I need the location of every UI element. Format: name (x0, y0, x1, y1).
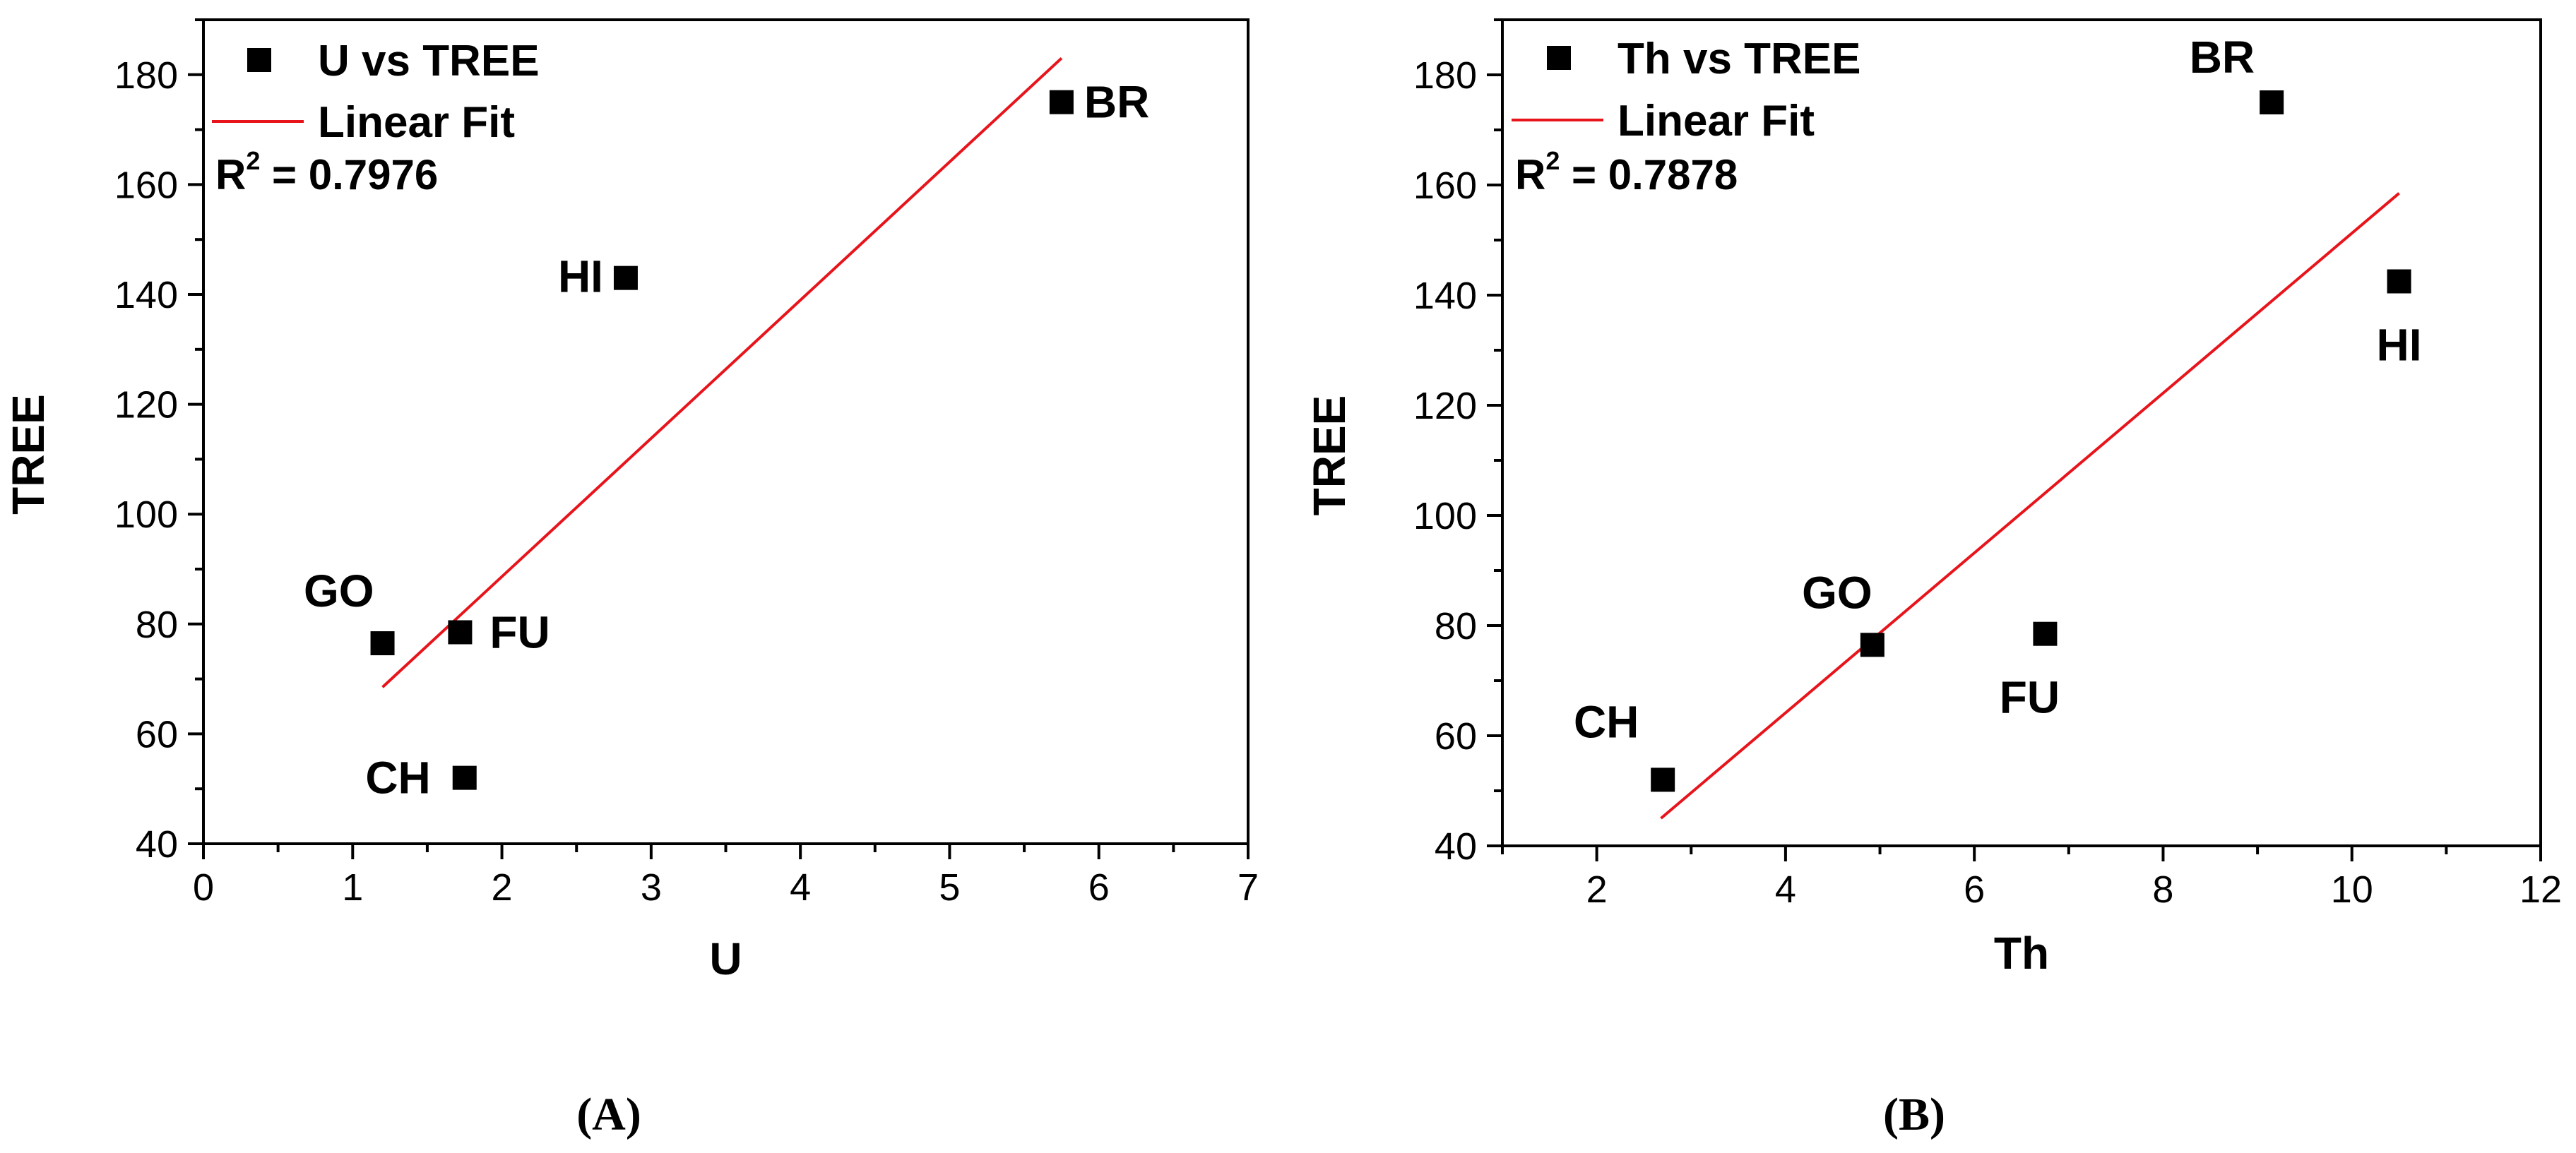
y-tick-label: 160 (1413, 165, 1477, 207)
y-tick-label: 160 (114, 164, 178, 206)
y-tick-label: 40 (136, 823, 178, 866)
data-point-br (2260, 90, 2284, 114)
x-tick-label: 10 (2331, 868, 2373, 911)
legend-fit-label: Linear Fit (318, 98, 515, 147)
legend-marker (247, 48, 271, 72)
panel-caption: (B) (1883, 1089, 1945, 1140)
y-tick-label: 140 (114, 274, 178, 316)
y-tick-label: 60 (136, 713, 178, 755)
point-label-fu: FU (489, 607, 550, 657)
data-point-br (1049, 90, 1074, 114)
x-axis-title: U (709, 933, 742, 984)
panel-caption: (A) (576, 1089, 641, 1140)
r-squared-annotation: R2 = 0.7878 (1515, 146, 1738, 198)
r2-superscript: 2 (1545, 146, 1560, 175)
x-axis-title: Th (1994, 928, 2049, 979)
y-tick-label: 120 (1413, 385, 1477, 427)
x-tick-label: 2 (1586, 868, 1608, 911)
y-tick-label: 140 (1413, 275, 1477, 317)
x-tick-label: 7 (1237, 866, 1259, 909)
data-point-hi (613, 265, 638, 290)
x-tick-label: 3 (641, 866, 662, 909)
x-tick-label: 6 (1964, 868, 1985, 911)
point-label-hi: HI (2377, 320, 2422, 371)
y-tick-label: 40 (1435, 825, 1477, 868)
point-label-ch: CH (1574, 696, 1639, 747)
r2-superscript: 2 (246, 146, 260, 175)
point-label-br: BR (1084, 77, 1149, 128)
legend-series-label: Th vs TREE (1618, 35, 1861, 83)
y-axis-title: TREE (1304, 395, 1355, 516)
y-axis-title: TREE (3, 394, 54, 515)
data-point-fu (448, 620, 473, 645)
data-point-ch (452, 765, 477, 790)
point-label-fu: FU (2000, 672, 2060, 723)
y-tick-label: 100 (114, 494, 178, 536)
legend-fit-label: Linear Fit (1618, 97, 1815, 145)
linear-fit-line (381, 56, 1063, 688)
data-point-go (370, 631, 395, 656)
point-label-go: GO (304, 566, 374, 616)
x-tick-label: 1 (342, 866, 363, 909)
x-tick-label: 2 (492, 866, 513, 909)
linear-fit-line (1660, 192, 2400, 820)
legend-series-label: U vs TREE (318, 37, 540, 85)
x-tick-label: 0 (193, 866, 214, 909)
data-point-go (1860, 633, 1884, 657)
legend: Th vs TREE Linear Fit (1512, 35, 1861, 145)
x-tick-label: 6 (1088, 866, 1110, 909)
y-tick-label: 60 (1435, 715, 1477, 758)
legend: U vs TREE Linear Fit (212, 37, 540, 147)
y-tick-label: 80 (1435, 605, 1477, 647)
x-tick-label: 4 (1775, 868, 1796, 911)
y-tick-label: 80 (136, 604, 178, 646)
point-label-ch: CH (365, 753, 430, 803)
data-point-ch (1651, 767, 1675, 792)
r2-prefix: R (215, 151, 246, 198)
data-point-fu (2033, 621, 2058, 646)
chart-panel-b: 2 4 6 8 10 12 40 60 80 100 120 140 160 180 Th TREE BR HI G… (1304, 18, 2562, 1140)
r2-value: = 0.7878 (1560, 151, 1738, 198)
y-tick-label: 120 (114, 384, 178, 426)
point-label-br: BR (2190, 32, 2255, 83)
plot-frame (1501, 18, 2542, 847)
x-tick-label: 5 (939, 866, 960, 909)
y-tick-label: 180 (1413, 54, 1477, 97)
x-tick-label: 12 (2519, 868, 2562, 911)
chart-panel-a: 0 1 2 3 4 5 6 7 40 60 80 100 120 140 160 180 U TREE BR HI GO… (3, 18, 1259, 1140)
y-tick-label: 100 (1413, 495, 1477, 537)
r2-value: = 0.7976 (260, 151, 438, 198)
data-point-hi (2387, 269, 2411, 294)
point-label-go: GO (1802, 567, 1872, 618)
legend-marker (1547, 46, 1571, 70)
y-tick-label: 180 (114, 54, 178, 97)
x-tick-label: 4 (790, 866, 811, 909)
x-tick-label: 8 (2152, 868, 2173, 911)
r-squared-annotation: R2 = 0.7976 (215, 146, 438, 198)
point-label-hi: HI (558, 251, 603, 302)
r2-prefix: R (1515, 151, 1545, 198)
